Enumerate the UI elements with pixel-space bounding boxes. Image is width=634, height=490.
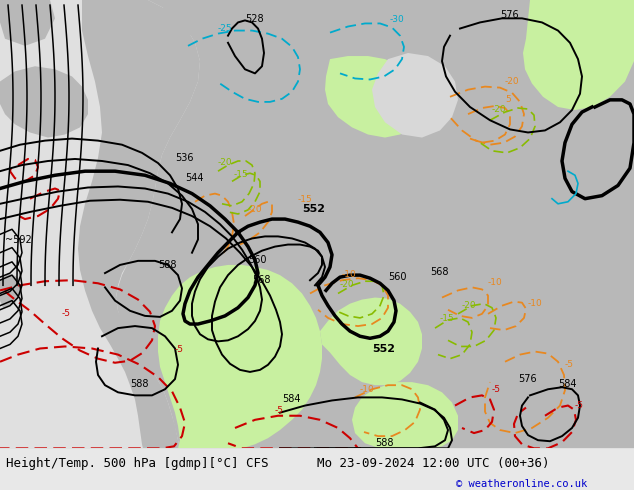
Text: 568: 568 bbox=[252, 275, 271, 285]
Text: -5: -5 bbox=[492, 385, 501, 394]
Polygon shape bbox=[468, 0, 522, 39]
Text: 588: 588 bbox=[158, 260, 176, 270]
Polygon shape bbox=[585, 0, 634, 36]
Polygon shape bbox=[162, 0, 220, 36]
Text: -25: -25 bbox=[218, 24, 233, 32]
Text: 560: 560 bbox=[248, 255, 266, 265]
Polygon shape bbox=[352, 382, 458, 448]
Text: -15: -15 bbox=[234, 171, 249, 179]
Text: 536: 536 bbox=[175, 153, 193, 163]
Text: 544: 544 bbox=[185, 173, 204, 183]
Polygon shape bbox=[116, 0, 634, 448]
Polygon shape bbox=[222, 0, 278, 36]
Polygon shape bbox=[523, 0, 634, 110]
Polygon shape bbox=[320, 297, 422, 385]
Text: © weatheronline.co.uk: © weatheronline.co.uk bbox=[456, 479, 588, 489]
Text: -5: -5 bbox=[62, 309, 71, 318]
Polygon shape bbox=[78, 0, 200, 448]
Text: -5: -5 bbox=[575, 401, 584, 410]
Polygon shape bbox=[412, 0, 468, 37]
Text: -20: -20 bbox=[462, 301, 477, 310]
Text: -5: -5 bbox=[175, 344, 184, 354]
Polygon shape bbox=[348, 0, 412, 35]
Text: 552: 552 bbox=[302, 204, 325, 214]
Polygon shape bbox=[0, 66, 88, 138]
Polygon shape bbox=[522, 0, 580, 41]
Text: 560: 560 bbox=[388, 272, 406, 282]
Text: 588: 588 bbox=[130, 379, 148, 389]
Text: -5: -5 bbox=[565, 360, 574, 369]
Text: 588: 588 bbox=[375, 439, 394, 448]
Text: 584: 584 bbox=[558, 379, 576, 389]
Text: 576: 576 bbox=[500, 10, 519, 21]
Text: -20: -20 bbox=[218, 158, 233, 167]
Text: -20: -20 bbox=[505, 76, 520, 86]
Text: -10: -10 bbox=[360, 385, 375, 394]
Text: -20: -20 bbox=[492, 105, 507, 114]
Polygon shape bbox=[158, 265, 322, 448]
Text: Mo 23-09-2024 12:00 UTC (00+36): Mo 23-09-2024 12:00 UTC (00+36) bbox=[317, 457, 550, 469]
Text: 568: 568 bbox=[430, 267, 448, 277]
Polygon shape bbox=[372, 53, 458, 138]
Polygon shape bbox=[280, 0, 345, 33]
Text: 528: 528 bbox=[245, 14, 264, 24]
Polygon shape bbox=[0, 0, 55, 46]
Text: 576: 576 bbox=[518, 374, 536, 384]
Text: 584: 584 bbox=[282, 394, 301, 405]
Text: -15: -15 bbox=[298, 195, 313, 204]
Text: -20: -20 bbox=[248, 205, 262, 214]
Text: -10: -10 bbox=[528, 299, 543, 308]
Polygon shape bbox=[0, 273, 22, 308]
Text: -5: -5 bbox=[275, 406, 284, 415]
Text: ~592: ~592 bbox=[5, 235, 32, 245]
Text: -20: -20 bbox=[340, 280, 354, 290]
Text: 552: 552 bbox=[372, 343, 395, 354]
Text: Height/Temp. 500 hPa [gdmp][°C] CFS: Height/Temp. 500 hPa [gdmp][°C] CFS bbox=[6, 457, 269, 469]
Text: 5: 5 bbox=[505, 95, 511, 104]
Polygon shape bbox=[325, 56, 422, 138]
Text: -30: -30 bbox=[390, 15, 404, 24]
Text: -15: -15 bbox=[440, 314, 455, 323]
Text: -10: -10 bbox=[488, 278, 503, 287]
Text: -10: -10 bbox=[342, 270, 357, 279]
